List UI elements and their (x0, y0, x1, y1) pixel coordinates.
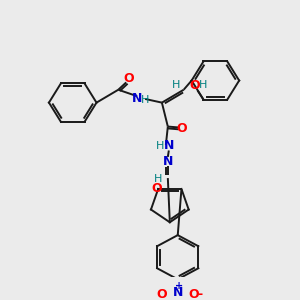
Text: O: O (152, 182, 163, 196)
Text: H: H (154, 174, 162, 184)
Text: -: - (197, 289, 202, 300)
Text: N: N (163, 155, 173, 168)
Text: H: H (156, 141, 164, 151)
Text: H: H (172, 80, 180, 90)
Text: N: N (132, 92, 142, 105)
Text: +: + (175, 281, 183, 291)
Text: N: N (164, 140, 174, 152)
Text: O: O (189, 80, 200, 92)
Text: O: O (157, 289, 167, 300)
Text: H: H (199, 80, 208, 90)
Text: O: O (188, 289, 199, 300)
Text: N: N (172, 286, 183, 299)
Text: H: H (141, 95, 149, 105)
Text: O: O (123, 72, 134, 85)
Text: O: O (176, 122, 187, 135)
